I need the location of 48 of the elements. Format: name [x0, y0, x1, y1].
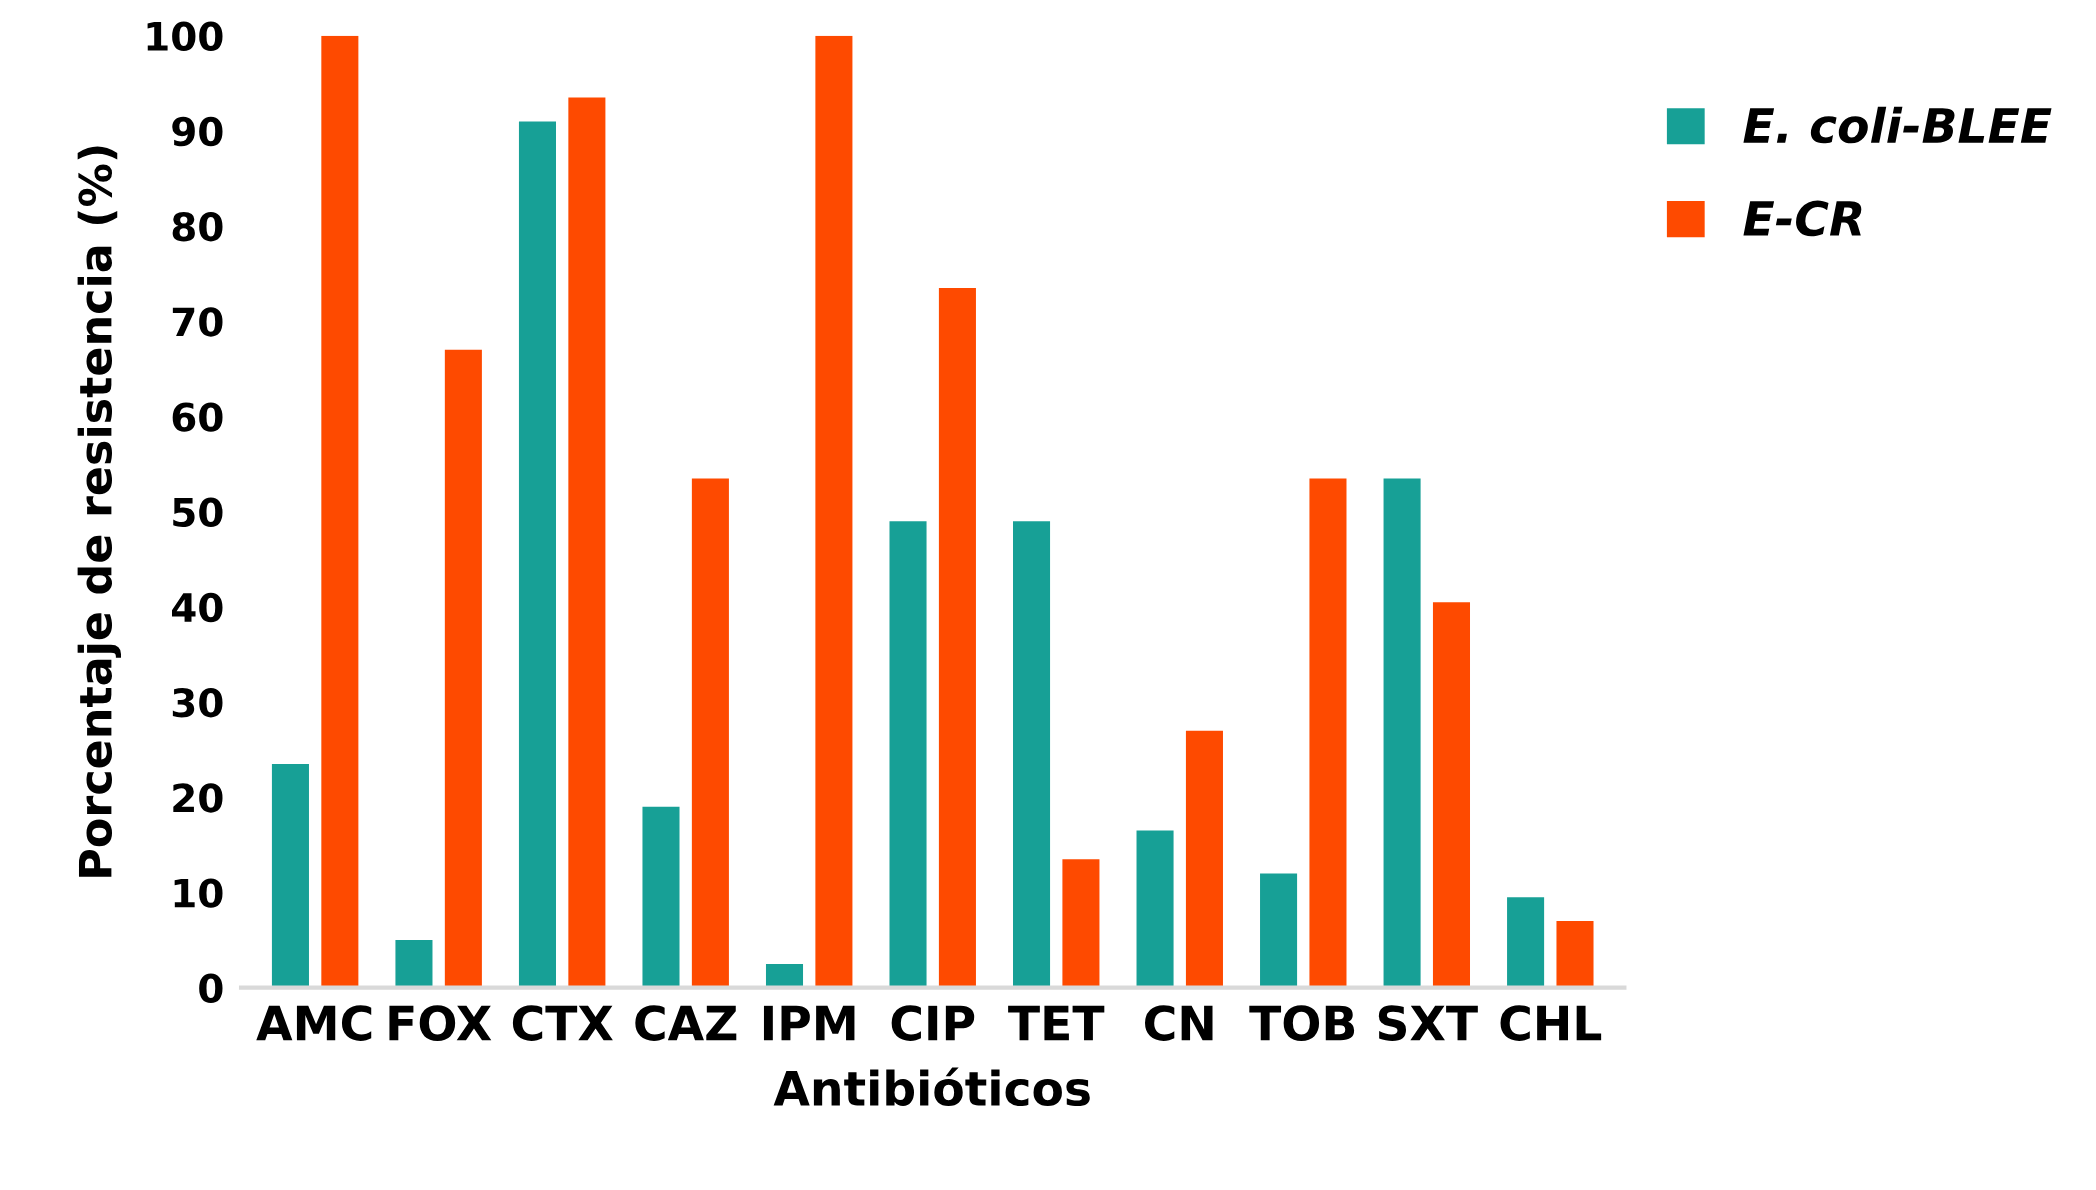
bar — [1136, 830, 1174, 988]
x-tick-label: TET — [1008, 1005, 1105, 1041]
bar — [444, 349, 482, 988]
y-tick-label: 50 — [173, 497, 223, 528]
bar — [1062, 859, 1100, 988]
y-axis-title: Porcentaje de resistencia (%) — [77, 146, 121, 877]
bar — [1556, 921, 1594, 988]
bar — [321, 35, 359, 988]
x-tick-label: CTX — [512, 1005, 613, 1041]
x-tick-label: CAZ — [635, 1005, 737, 1041]
x-tick-label: TOB — [1249, 1005, 1355, 1041]
bar — [518, 121, 556, 988]
bar — [1260, 873, 1298, 988]
bar — [1185, 730, 1223, 988]
legend-label: E-CR — [1743, 200, 1862, 237]
x-tick-label: CIP — [891, 1005, 975, 1041]
bar — [815, 35, 853, 988]
legend-label: E. coli-BLEE — [1743, 106, 2052, 144]
y-tick-label: 30 — [172, 688, 223, 718]
y-tick-label: 70 — [172, 307, 223, 337]
y-tick-label: 0 — [199, 973, 223, 1004]
bar — [889, 521, 927, 988]
x-tick-label: CHL — [1500, 1005, 1602, 1041]
bar — [1013, 521, 1051, 988]
bar — [1507, 897, 1545, 988]
bar — [1309, 478, 1347, 988]
x-tick-label: SXT — [1378, 1005, 1478, 1041]
y-tick-label: 20 — [173, 783, 223, 813]
x-axis-title: Antibióticos — [773, 1067, 1090, 1107]
bar — [1432, 602, 1471, 988]
y-tick-label: 10 — [174, 878, 223, 908]
bar — [938, 287, 976, 988]
y-tick-label: 60 — [172, 402, 223, 432]
y-tick-label: 80 — [172, 212, 223, 242]
x-tick-label: AMC — [256, 1005, 372, 1041]
bar — [642, 806, 680, 988]
bar — [395, 940, 433, 988]
bar — [765, 963, 804, 988]
y-tick-label: 100 — [147, 21, 223, 52]
x-tick-label: CN — [1145, 1005, 1213, 1041]
bar — [1383, 478, 1421, 988]
bar — [568, 97, 606, 988]
x-tick-label: FOX — [389, 1005, 492, 1041]
y-tick-label: 40 — [172, 592, 223, 623]
x-tick-label: IPM — [763, 1005, 855, 1041]
bar — [691, 478, 729, 988]
bar — [271, 763, 309, 988]
y-tick-label: 90 — [172, 116, 223, 147]
